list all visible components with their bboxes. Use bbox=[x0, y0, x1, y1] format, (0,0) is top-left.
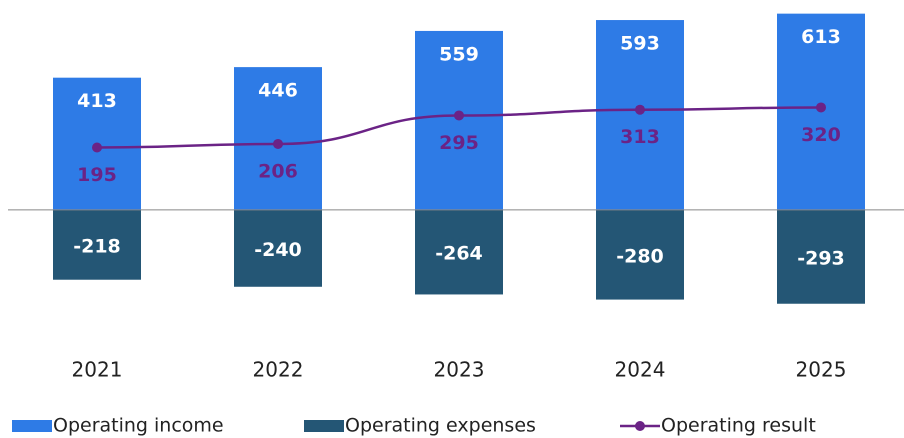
value-label: 313 bbox=[620, 126, 660, 148]
bar bbox=[777, 209, 865, 304]
value-label: -218 bbox=[73, 235, 121, 257]
x-tick-label: 2024 bbox=[615, 358, 666, 382]
value-label: 195 bbox=[77, 164, 117, 186]
bar bbox=[596, 20, 684, 210]
legend-swatch bbox=[635, 421, 645, 431]
value-label: -240 bbox=[254, 239, 302, 261]
x-tick-label: 2023 bbox=[434, 358, 485, 382]
line-point bbox=[816, 102, 826, 113]
legend-label: Operating income bbox=[53, 415, 224, 437]
legend-label: Operating result bbox=[661, 415, 816, 437]
x-tick-label: 2021 bbox=[72, 358, 123, 382]
value-label: -264 bbox=[435, 243, 483, 265]
line-point bbox=[92, 142, 102, 153]
bar bbox=[415, 209, 503, 295]
bar bbox=[234, 67, 322, 210]
bar bbox=[234, 209, 322, 287]
bar bbox=[596, 209, 684, 300]
value-label: -293 bbox=[797, 247, 845, 269]
value-label: 295 bbox=[439, 132, 479, 154]
line-point bbox=[635, 104, 645, 115]
bar bbox=[53, 209, 141, 280]
value-label: 206 bbox=[258, 160, 298, 182]
value-label: 446 bbox=[258, 80, 298, 102]
legend-label: Operating expenses bbox=[345, 415, 536, 437]
value-label: 559 bbox=[439, 43, 479, 65]
value-label: 320 bbox=[801, 124, 841, 146]
value-label: 413 bbox=[77, 90, 117, 112]
line-point bbox=[273, 138, 283, 149]
x-tick-label: 2022 bbox=[253, 358, 304, 382]
value-label: 613 bbox=[801, 26, 841, 48]
x-tick-label: 2025 bbox=[796, 358, 847, 382]
legend-swatch bbox=[12, 420, 52, 432]
legend-swatch bbox=[304, 420, 344, 432]
line-point bbox=[454, 110, 464, 121]
value-label: 593 bbox=[620, 33, 660, 55]
value-label: -280 bbox=[616, 245, 664, 267]
